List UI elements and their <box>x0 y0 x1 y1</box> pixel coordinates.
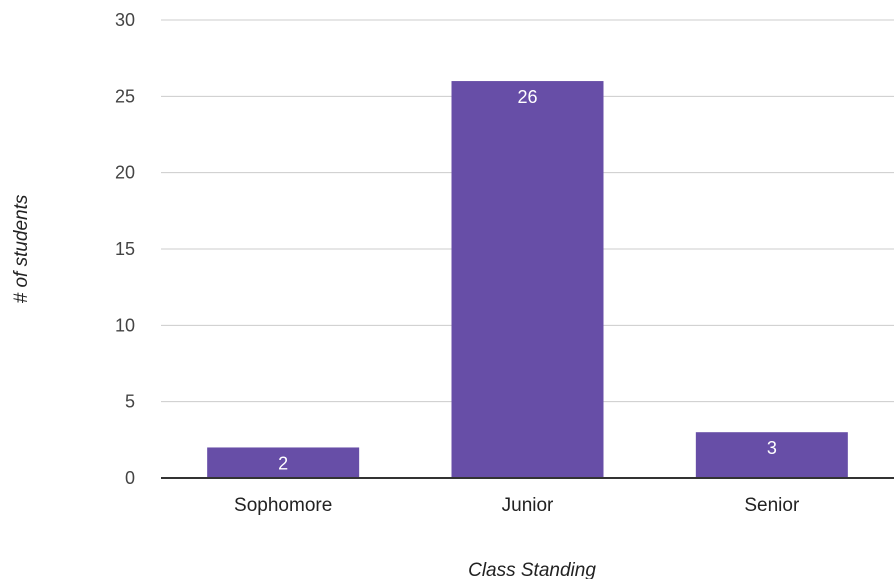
x-category-label: Senior <box>744 495 800 516</box>
data-label: 2 <box>278 453 288 473</box>
y-tick-label: 25 <box>115 86 135 106</box>
bar-sophomore <box>207 447 360 478</box>
x-category-label: Junior <box>502 495 554 516</box>
bars <box>207 81 848 479</box>
y-tick-label: 30 <box>115 10 135 30</box>
y-tick-label: 0 <box>125 468 135 488</box>
y-tick-label: 10 <box>115 315 135 335</box>
x-axis-title: Class Standing <box>468 560 596 579</box>
y-axis-ticks: 0 5 10 15 20 25 30 <box>115 10 135 488</box>
x-category-label: Sophomore <box>234 495 332 516</box>
bar-senior <box>695 432 848 478</box>
data-label: 26 <box>517 87 537 107</box>
bar-junior <box>451 81 604 479</box>
y-tick-label: 15 <box>115 239 135 259</box>
data-labels: 2 26 3 <box>278 87 777 473</box>
y-tick-label: 20 <box>115 163 135 183</box>
y-axis-title: # of students <box>11 194 32 303</box>
y-tick-label: 5 <box>125 392 135 412</box>
x-axis-categories: Sophomore Junior Senior <box>234 495 800 516</box>
data-label: 3 <box>767 438 777 458</box>
